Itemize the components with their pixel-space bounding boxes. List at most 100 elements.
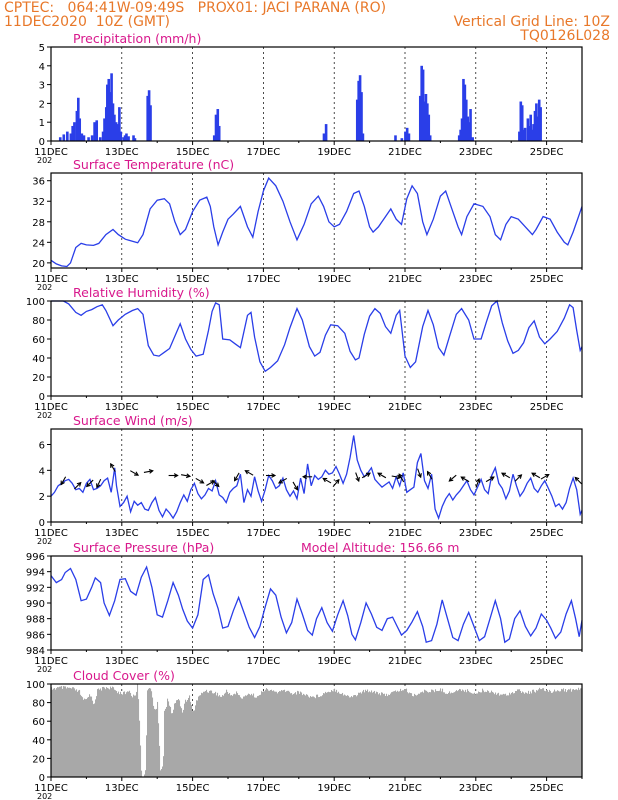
cloud-column — [499, 695, 501, 777]
cloud-column — [239, 695, 241, 777]
cloud-column — [159, 745, 161, 777]
wind-arrow-head — [110, 462, 115, 468]
cloud-column — [449, 691, 451, 777]
cloud-column — [407, 692, 409, 777]
cloud-column — [65, 686, 67, 777]
cloud-column — [54, 688, 56, 777]
cloud-column — [532, 689, 534, 777]
cloud-column — [180, 706, 182, 777]
cloud-column — [474, 692, 476, 777]
cloud-column — [392, 691, 394, 777]
cloud-column — [477, 693, 479, 777]
cloud-column — [287, 690, 289, 777]
cloud-column — [568, 689, 570, 777]
cloud-column — [194, 710, 196, 777]
cloud-column — [554, 689, 556, 777]
cloud-column — [292, 694, 294, 777]
cloud-column — [458, 690, 460, 777]
cloud-column — [518, 689, 520, 777]
precip-bar — [90, 135, 94, 141]
cloud-column — [454, 692, 456, 777]
cloud-column — [350, 697, 352, 777]
cloud-column — [146, 735, 148, 777]
cloud-column — [83, 699, 85, 777]
cloud-column — [539, 687, 541, 777]
cloud-column — [498, 692, 500, 777]
cloud-column — [218, 696, 220, 777]
cloud-column — [302, 695, 304, 777]
wind-arrow — [485, 476, 495, 483]
cloud-column — [169, 705, 171, 777]
cloud-column — [317, 694, 319, 777]
cloud-column — [368, 692, 370, 777]
wind-xtick-label: 23DEC — [459, 528, 493, 539]
cloud-column — [378, 694, 380, 777]
wind-year-stub: 202 — [37, 537, 52, 546]
cloud-column — [266, 688, 268, 777]
precip-bar — [133, 138, 137, 141]
cloud-column — [67, 687, 69, 777]
cloud-column — [503, 693, 505, 777]
cloud-column — [276, 691, 278, 777]
cloud-column — [205, 691, 207, 777]
wind-arrow-head — [489, 476, 495, 481]
cloud-column — [296, 694, 298, 777]
cloud-column — [92, 700, 94, 777]
precip-bar — [127, 136, 130, 141]
cloud-year-stub: 202 — [37, 792, 52, 800]
cloud-column — [87, 697, 89, 777]
cloud-xtick-label: 13DEC — [105, 783, 139, 794]
cloud-column — [303, 693, 305, 777]
precip-frame — [50, 46, 583, 142]
cloud-column — [531, 693, 533, 777]
cloud-column — [509, 692, 511, 777]
rh-xtick-label: 13DEC — [105, 402, 139, 413]
precip-xtick-label: 15DEC — [176, 147, 210, 158]
cloud-column — [118, 691, 120, 777]
cloud-column — [569, 689, 571, 777]
cloud-column — [281, 690, 283, 777]
cloud-column — [324, 693, 326, 777]
cloud-column — [417, 694, 419, 777]
precip-bar — [520, 105, 524, 141]
cloud-column — [69, 687, 71, 777]
cloud-column — [367, 689, 369, 777]
rh-ytick-label: 40 — [32, 354, 45, 365]
cloud-column — [579, 689, 581, 777]
cloud-column — [235, 694, 237, 777]
cloud-column — [264, 691, 266, 777]
cloud-column — [75, 690, 77, 777]
cloud-column — [460, 689, 462, 777]
cloud-column — [516, 691, 518, 777]
cloud-column — [533, 689, 535, 777]
cloud-column — [129, 690, 131, 777]
wind-arrow-head — [448, 477, 454, 482]
precip-bar — [103, 118, 106, 141]
precip-bar — [459, 129, 462, 141]
cloud-column — [126, 692, 128, 777]
cloud-column — [275, 691, 277, 777]
precip-bar — [530, 129, 534, 141]
cloud-column — [551, 692, 553, 777]
rh-year-stub: 202 — [37, 411, 52, 420]
cloud-column — [97, 689, 99, 777]
cloud-column — [116, 691, 118, 777]
cloud-column — [95, 699, 97, 777]
cloud-ytick-label: 100 — [26, 680, 45, 691]
cloud-column — [73, 687, 75, 777]
cloud-column — [208, 692, 210, 777]
cloud-column — [219, 695, 221, 777]
precip-bar — [467, 122, 471, 141]
cloud-column — [121, 694, 123, 777]
cloud-column — [202, 693, 204, 777]
cloud-column — [211, 690, 213, 777]
cloud-column — [150, 688, 152, 777]
precip-bar — [73, 122, 76, 141]
cloud-column — [306, 694, 308, 777]
cloud-column — [565, 688, 567, 777]
cloud-column — [432, 689, 434, 777]
cloud-column — [305, 695, 307, 777]
precip-bar — [357, 80, 360, 141]
wind-arrow — [86, 479, 94, 487]
cloud-column — [440, 688, 442, 777]
